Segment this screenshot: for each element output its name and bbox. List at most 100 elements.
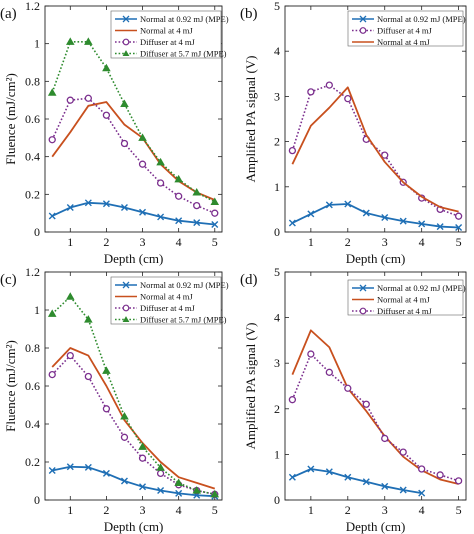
- legend-entry: Normal at 4 mJ: [377, 37, 430, 47]
- x-tick-label: 5: [456, 503, 462, 517]
- x-tick-label: 4: [419, 503, 425, 517]
- data-point-circle: [344, 95, 352, 103]
- y-tick-label: 2: [274, 402, 280, 416]
- data-point-x: [139, 208, 147, 216]
- data-point-circle: [307, 88, 315, 96]
- y-tick-label: 0: [34, 493, 40, 507]
- data-point-triangle: [210, 197, 220, 205]
- x-tick-label: 1: [67, 503, 73, 517]
- x-tick-label: 5: [212, 503, 218, 517]
- y-axis-label: Amplified PA signal (V): [243, 323, 258, 450]
- data-point-circle: [84, 94, 92, 102]
- data-point-x: [48, 212, 56, 220]
- data-point-circle: [175, 192, 183, 200]
- data-point-triangle: [138, 133, 147, 141]
- data-point-circle: [193, 201, 201, 210]
- data-point-triangle: [156, 463, 165, 471]
- x-tick-label: 4: [176, 235, 182, 249]
- y-tick-label: 1: [274, 447, 280, 461]
- data-point-x: [325, 468, 333, 476]
- data-point-x: [436, 223, 444, 231]
- x-axis-label: Depth (cm): [104, 519, 164, 534]
- y-tick-label: 0.4: [25, 150, 40, 164]
- data-point-x: [175, 489, 183, 497]
- legend-marker: [359, 27, 367, 34]
- y-tick-label: 0.2: [25, 455, 40, 469]
- panel-label: (c): [0, 272, 17, 288]
- legend-marker: [359, 15, 367, 23]
- x-tick-label: 3: [140, 235, 146, 249]
- data-point-x: [102, 200, 110, 208]
- legend-marker: [122, 15, 130, 23]
- data-point-circle: [48, 370, 56, 379]
- data-point-x: [288, 219, 296, 227]
- panel-label: (d): [240, 272, 258, 288]
- data-point-triangle: [120, 411, 129, 420]
- data-point-circle: [325, 81, 333, 89]
- y-tick-label: 5: [274, 0, 280, 13]
- data-point-circle: [120, 139, 129, 148]
- data-point-circle: [138, 454, 147, 462]
- data-point-x: [84, 463, 92, 471]
- data-point-x: [120, 204, 128, 212]
- data-point-x: [418, 220, 426, 228]
- x-tick-label: 3: [140, 503, 146, 517]
- series-line: [291, 329, 459, 485]
- data-point-triangle: [65, 37, 75, 45]
- data-point-triangle: [84, 315, 93, 323]
- legend: Normal at 0.92 mJ (MPE) Diffuser at 4 mJN…: [347, 10, 466, 47]
- y-axis-label: Fluence (mJ/cm²): [3, 73, 18, 165]
- data-point-circle: [344, 384, 352, 392]
- data-point-circle: [120, 433, 129, 441]
- data-point-x: [175, 217, 183, 225]
- y-tick-label: 0: [34, 225, 40, 239]
- data-point-circle: [84, 372, 92, 381]
- x-axis-label: Depth (cm): [346, 519, 406, 534]
- data-point-circle: [362, 400, 370, 408]
- data-point-x: [399, 486, 407, 494]
- data-point-x: [66, 204, 74, 212]
- series-line: [51, 347, 216, 490]
- x-tick-label: 4: [176, 503, 182, 517]
- data-point-x: [455, 223, 463, 231]
- y-tick-label: 3: [274, 89, 280, 103]
- data-point-triangle: [192, 188, 202, 196]
- data-point-circle: [211, 209, 219, 217]
- legend-entry: Normal at 0.92 mJ (MPE): [377, 283, 466, 293]
- y-tick-label: 0.4: [25, 417, 40, 431]
- legend-marker: [359, 307, 367, 315]
- series-line: [51, 101, 216, 201]
- y-tick-label: 1: [34, 303, 40, 317]
- data-point-circle: [102, 405, 111, 413]
- chart-panel: 1 2 3 4 5 0 0.2 0.4 0.6 0.8 1 1.2 Depth (cm) Fluence …: [0, 0, 229, 266]
- legend-entry: Normal at 4 mJ: [377, 295, 430, 305]
- y-axis-label: Fluence (mJ/cm²): [3, 340, 18, 432]
- x-axis-label: Depth (cm): [104, 251, 164, 266]
- data-point-x: [362, 478, 370, 486]
- panel-label: (b): [240, 6, 258, 22]
- y-tick-label: 0.8: [25, 341, 40, 355]
- legend-entry: Normal at 4 mJ: [140, 292, 193, 302]
- y-tick-label: 5: [274, 265, 280, 279]
- legend-marker: [122, 38, 130, 46]
- data-point-circle: [454, 477, 463, 485]
- data-point-triangle: [65, 292, 75, 300]
- chart-panel: 1 2 3 4 5 0 1 2 3 4 5 Depth (cm) Amplified PA signal…: [240, 265, 467, 534]
- series-line: [291, 84, 459, 217]
- series-line: [292, 468, 422, 495]
- y-tick-label: 4: [274, 44, 280, 58]
- y-tick-label: 0.2: [25, 187, 40, 201]
- data-point-x: [84, 199, 92, 207]
- legend-entry: Diffuser at 5.7 mJ (MPE): [140, 49, 227, 59]
- data-point-circle: [399, 448, 407, 456]
- data-point-triangle: [138, 442, 147, 450]
- x-tick-label: 5: [212, 235, 218, 249]
- y-tick-label: 4: [274, 311, 280, 325]
- legend-entry: Normal at 0.92 mJ (MPE): [377, 14, 466, 24]
- data-point-circle: [454, 212, 463, 220]
- legend-marker: [122, 316, 130, 322]
- legend-box: [347, 279, 464, 316]
- legend-marker: [359, 284, 367, 292]
- data-point-x: [362, 209, 370, 217]
- data-point-x: [193, 219, 201, 227]
